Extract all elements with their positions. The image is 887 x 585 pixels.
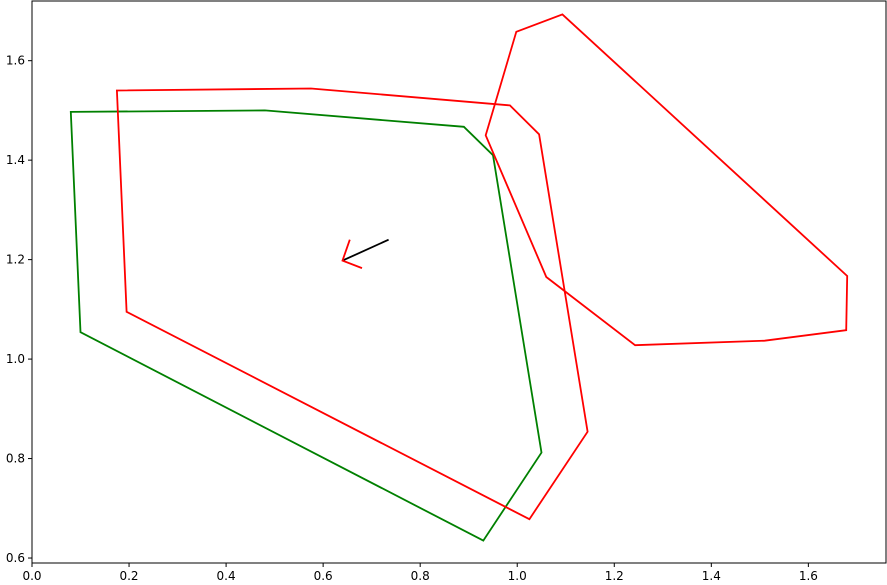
x-tick-label: 1.6 [799, 569, 818, 583]
chart-marks [69, 13, 849, 542]
y-tick-label: 0.6 [6, 551, 25, 565]
x-tick-label: 1.0 [508, 569, 527, 583]
y-tick-label: 1.6 [6, 54, 25, 68]
y-tick-label: 1.4 [6, 153, 25, 167]
y-tick-label: 0.8 [6, 452, 25, 466]
series-0-line [69, 109, 543, 542]
series-1-line [115, 87, 589, 521]
y-tick-label: 1.2 [6, 253, 25, 267]
series-2-line [484, 13, 849, 347]
x-tick-label: 0.6 [314, 569, 333, 583]
x-tick-label: 0.2 [119, 569, 138, 583]
series-4-line [341, 239, 363, 269]
x-tick-label: 1.2 [605, 569, 624, 583]
y-tick-label: 1.0 [6, 352, 25, 366]
x-tick-label: 0.0 [22, 569, 41, 583]
series-3-line [342, 238, 389, 262]
x-tick-label: 0.4 [217, 569, 236, 583]
plot-frame [31, 0, 887, 564]
y-axis: 0.6 0.8 1.0 1.2 1.4 1.6 [6, 54, 32, 565]
x-tick-label: 1.4 [702, 569, 721, 583]
x-axis: 0.0 0.2 0.4 0.6 0.8 1.0 1.2 1.4 1.6 [22, 563, 818, 583]
x-tick-label: 0.8 [411, 569, 430, 583]
